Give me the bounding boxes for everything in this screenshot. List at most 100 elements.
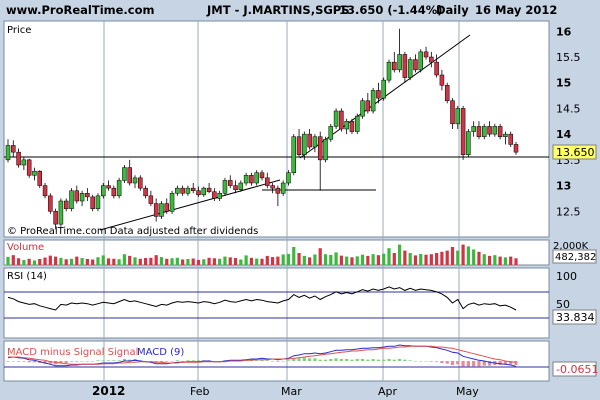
candle xyxy=(381,77,386,101)
trendline-lower xyxy=(99,179,281,231)
candle xyxy=(339,108,344,132)
macd-histogram-bar xyxy=(371,359,375,361)
volume-bar xyxy=(350,257,354,265)
candle xyxy=(487,121,492,137)
candle xyxy=(132,175,138,189)
candle xyxy=(270,183,275,194)
macd-histogram-bar xyxy=(392,359,396,361)
candle xyxy=(53,208,58,230)
macd-histogram-bar xyxy=(281,361,285,362)
volume-label: Volume xyxy=(7,242,44,253)
volume-bar xyxy=(138,258,142,265)
candle xyxy=(74,185,80,204)
volume-bar xyxy=(48,255,52,265)
candle xyxy=(79,190,85,207)
macd-histogram-bar xyxy=(276,361,280,362)
macd-histogram-bar xyxy=(59,361,63,364)
macd-histogram-bar xyxy=(366,359,370,361)
volume-bar xyxy=(345,256,349,265)
volume-bar xyxy=(233,258,238,265)
rsi-tick-50: 50 xyxy=(556,298,570,311)
price-tick-label: 14.5 xyxy=(556,102,581,115)
candle xyxy=(302,131,307,160)
macd-histogram-bar xyxy=(302,357,306,361)
macd-histogram-bar xyxy=(413,361,418,362)
rsi-line xyxy=(7,286,517,311)
candle xyxy=(460,105,466,160)
candle xyxy=(307,129,312,150)
candle xyxy=(407,57,413,81)
volume-bar xyxy=(366,255,370,265)
macd-histogram-bar xyxy=(461,361,465,367)
macd-histogram-bar xyxy=(154,361,158,363)
macd-histogram-bar xyxy=(286,360,291,361)
x-label-apr: Apr xyxy=(378,385,398,398)
volume-bar xyxy=(429,254,433,265)
macd-histogram-bar xyxy=(419,361,423,362)
volume-current-value: 482,382 xyxy=(555,252,596,263)
volume-bar xyxy=(382,253,386,265)
candle xyxy=(228,175,233,189)
candle xyxy=(497,123,503,140)
volume-bar xyxy=(498,256,502,265)
macd-histogram-bar xyxy=(159,361,164,363)
volume-bar xyxy=(16,258,21,265)
price-tick-label: 15.5 xyxy=(556,51,581,64)
volume-bar xyxy=(6,256,10,265)
header-bar: www.ProRealTime.com JMT - J.MARTINS,SGPS… xyxy=(0,0,600,19)
macd-histogram-bar xyxy=(350,359,354,361)
candle xyxy=(201,186,207,197)
candle xyxy=(37,170,42,189)
candle xyxy=(175,185,180,196)
candle xyxy=(365,93,371,114)
volume-bar xyxy=(392,253,396,265)
macd-histogram-bar xyxy=(32,361,37,363)
volume-bar xyxy=(11,255,15,265)
candle xyxy=(217,190,222,201)
volume-bar xyxy=(318,248,322,265)
macd-histogram-bar xyxy=(382,359,386,361)
macd-histogram-bar xyxy=(487,361,492,366)
macd-histogram-bar xyxy=(255,360,259,361)
volume-bar xyxy=(106,258,111,265)
candle xyxy=(423,46,429,60)
volume-bar xyxy=(91,259,95,265)
volume-bar xyxy=(154,255,158,265)
candle xyxy=(280,180,286,196)
candle xyxy=(21,157,27,171)
volume-bar xyxy=(96,257,100,265)
candle xyxy=(185,185,191,196)
candle xyxy=(386,59,392,83)
volume-bar xyxy=(112,258,116,265)
candle xyxy=(291,134,296,176)
volume-bar xyxy=(292,247,296,265)
volume-bar xyxy=(509,256,513,265)
price-tick-label: 12.5 xyxy=(556,205,581,218)
macd-histogram-bar xyxy=(270,361,275,362)
macd-histogram-bar xyxy=(445,361,449,364)
candle xyxy=(249,172,254,186)
macd-histogram-bar xyxy=(91,361,95,362)
volume-bar xyxy=(456,250,460,265)
candle xyxy=(11,140,16,158)
site-name[interactable]: www.ProRealTime.com xyxy=(6,3,155,17)
candle xyxy=(418,49,423,73)
volume-current-badge xyxy=(552,249,597,264)
macd-histogram-bar xyxy=(403,359,407,361)
candle xyxy=(106,180,111,191)
volume-bar xyxy=(413,255,418,265)
macd-histogram-bar xyxy=(96,360,100,361)
candle xyxy=(222,177,228,196)
candle xyxy=(466,129,471,158)
volume-bar xyxy=(239,259,243,265)
price-current-value: 13.650 xyxy=(556,146,595,159)
symbol-title: JMT - J.MARTINS,SGPS xyxy=(207,3,350,17)
candle xyxy=(360,98,365,119)
volume-bar xyxy=(128,255,132,265)
volume-bar xyxy=(133,257,137,265)
volume-bar xyxy=(461,244,465,265)
candle xyxy=(392,51,397,73)
candle xyxy=(153,198,159,222)
macd-histogram-bar xyxy=(329,359,333,361)
candle xyxy=(503,131,508,145)
